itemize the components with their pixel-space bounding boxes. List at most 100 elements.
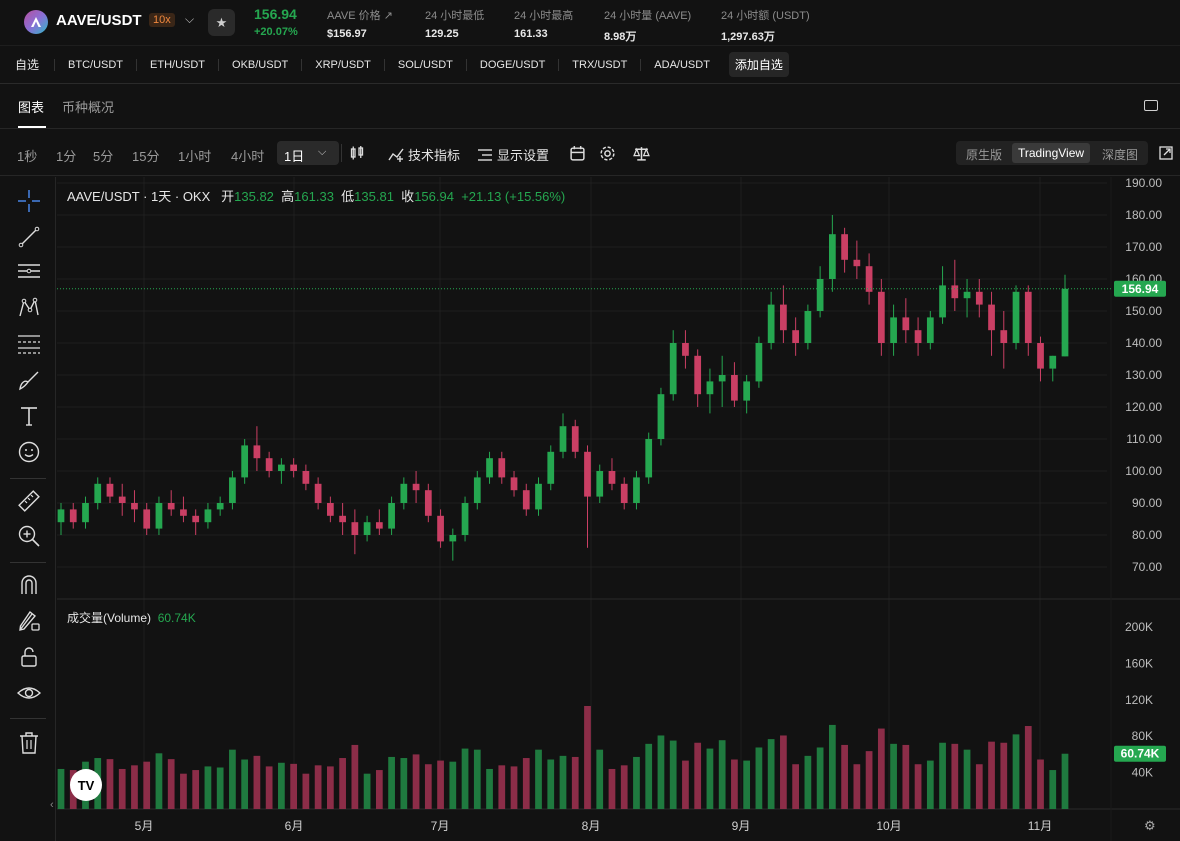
candle-body	[253, 445, 261, 459]
volume-bar	[584, 705, 591, 809]
candle-body	[375, 522, 383, 529]
timeframe-1h[interactable]: 1小时	[178, 149, 212, 164]
axis-settings-gear-icon[interactable]: ⚙	[1144, 818, 1156, 833]
lock-tool[interactable]	[16, 644, 42, 670]
candle-body	[167, 503, 175, 510]
favorite-item[interactable]: DOGE/USDT	[465, 58, 558, 71]
fullscreen-button[interactable]	[1159, 146, 1173, 160]
chevron-down-icon[interactable]: ⌵	[185, 12, 195, 26]
crosshair-tool[interactable]	[16, 188, 42, 214]
volume-bar	[804, 755, 812, 809]
timeframe-15m[interactable]: 15分	[132, 149, 160, 164]
text-tool[interactable]	[16, 403, 42, 429]
timeframe-1m[interactable]: 1分	[56, 149, 77, 164]
price-chart[interactable]: 190.00 180.00 170.00 160.00 150.00 140.00 130.…	[50, 177, 1180, 841]
volume-bar	[571, 756, 579, 809]
volume-bar	[926, 760, 934, 809]
volume-bar	[608, 768, 616, 809]
zoom-in-tool[interactable]	[16, 523, 42, 549]
timeframe-more-chevron-icon[interactable]: ⌵	[318, 146, 327, 158]
visibility-tool[interactable]	[16, 680, 42, 706]
candle-body	[57, 509, 65, 523]
tradingview-logo-icon[interactable]: TV	[70, 769, 102, 801]
pattern-tool[interactable]	[16, 295, 42, 321]
emoji-tool[interactable]	[16, 439, 42, 465]
legend-open-label: 开	[221, 189, 235, 204]
collapse-toolbar-icon[interactable]: ‹	[50, 799, 54, 811]
timeframe-4h[interactable]: 4小时	[231, 149, 265, 164]
candle-body	[155, 503, 163, 529]
view-native[interactable]: 原生版	[966, 148, 1003, 162]
measure-tool[interactable]	[16, 488, 42, 514]
timeframe-5m[interactable]: 5分	[93, 149, 114, 164]
active-tab-indicator	[18, 126, 46, 128]
pair-title[interactable]: AAVE/USDT	[56, 12, 142, 29]
indicators-label: 技术指标	[408, 148, 461, 163]
candle-body	[1024, 291, 1032, 343]
timeframe-1s[interactable]: 1秒	[17, 149, 38, 164]
calendar-button[interactable]	[569, 145, 586, 162]
favorite-item[interactable]: OKB/USDT	[218, 58, 301, 71]
volume-bar	[57, 768, 65, 809]
timeframe-1d[interactable]: 1日	[284, 149, 305, 164]
candle-body	[69, 509, 77, 523]
view-tradingview[interactable]: TradingView	[1012, 143, 1091, 163]
candle-body	[584, 451, 591, 497]
display-settings-button[interactable]: 显示设置	[477, 145, 549, 164]
volume-bar	[449, 761, 457, 809]
stat-24h-volume: 24 小时量 (AAVE) 8.98万	[604, 7, 691, 44]
trend-line-tool[interactable]	[16, 224, 42, 250]
candle-body	[449, 535, 457, 542]
favorite-star-button[interactable]: ★	[208, 9, 235, 36]
favorite-item[interactable]: SOL/USDT	[383, 58, 466, 71]
delete-drawings-tool[interactable]	[16, 730, 42, 756]
horizontal-lines-tool[interactable]	[16, 259, 42, 285]
favorite-item[interactable]: BTC/USDT	[54, 58, 136, 71]
brush-tool[interactable]	[16, 367, 42, 393]
add-favorite-button[interactable]: 添加自选	[728, 52, 789, 77]
favorite-item[interactable]: XRP/USDT	[301, 58, 384, 71]
favorites-bar: 自选 BTC/USDT ETH/USDT OKB/USDT XRP/USDT S…	[0, 46, 1180, 84]
price-axis-label: 120.00	[1125, 400, 1162, 414]
legend-high: 161.33	[294, 189, 334, 204]
favorite-item[interactable]: ADA/USDT	[640, 58, 723, 71]
candle-body	[192, 515, 200, 523]
candle-body	[143, 509, 151, 529]
volume-bar	[388, 756, 395, 809]
volume-bar	[939, 742, 946, 809]
favorites-label[interactable]: 自选	[15, 58, 40, 72]
magnet-tool[interactable]	[16, 572, 42, 598]
chart-canvas[interactable]: 190.00180.00170.00160.00150.00140.00130.…	[57, 177, 1180, 841]
candle-body	[94, 483, 102, 503]
favorite-item[interactable]: TRX/USDT	[558, 58, 640, 71]
candle-type-button[interactable]	[349, 145, 365, 161]
volume-bar	[180, 773, 187, 809]
candle-body	[890, 317, 897, 343]
tab-chart[interactable]: 图表	[18, 100, 45, 115]
stat-label[interactable]: AAVE 价格 ↗	[327, 10, 393, 22]
candle-body	[351, 522, 359, 535]
current-volume-tag	[1114, 745, 1166, 762]
volume-bar	[633, 756, 640, 809]
volume-bar	[914, 764, 922, 809]
volume-bar	[792, 764, 800, 809]
trash-icon	[20, 732, 38, 754]
tab-coin-overview[interactable]: 币种概况	[62, 100, 115, 115]
candle-body	[388, 503, 395, 529]
volume-bar	[890, 743, 897, 809]
view-depth[interactable]: 深度图	[1102, 148, 1139, 162]
chart-settings-button[interactable]	[599, 145, 616, 162]
fib-tool[interactable]	[16, 331, 42, 357]
candle-body	[914, 330, 922, 343]
indicators-button[interactable]: 技术指标	[388, 145, 460, 164]
candle-body	[633, 477, 640, 503]
volume-bar	[400, 758, 408, 809]
compare-button[interactable]	[633, 145, 650, 162]
favorite-item[interactable]: ETH/USDT	[136, 58, 218, 71]
volume-bar	[620, 765, 628, 809]
current-price-label: 156.94	[1122, 282, 1159, 296]
lock-drawings-tool[interactable]	[16, 608, 42, 634]
candle-body	[804, 311, 812, 343]
window-layout-icon[interactable]	[1144, 100, 1158, 111]
candle-body	[424, 490, 432, 516]
